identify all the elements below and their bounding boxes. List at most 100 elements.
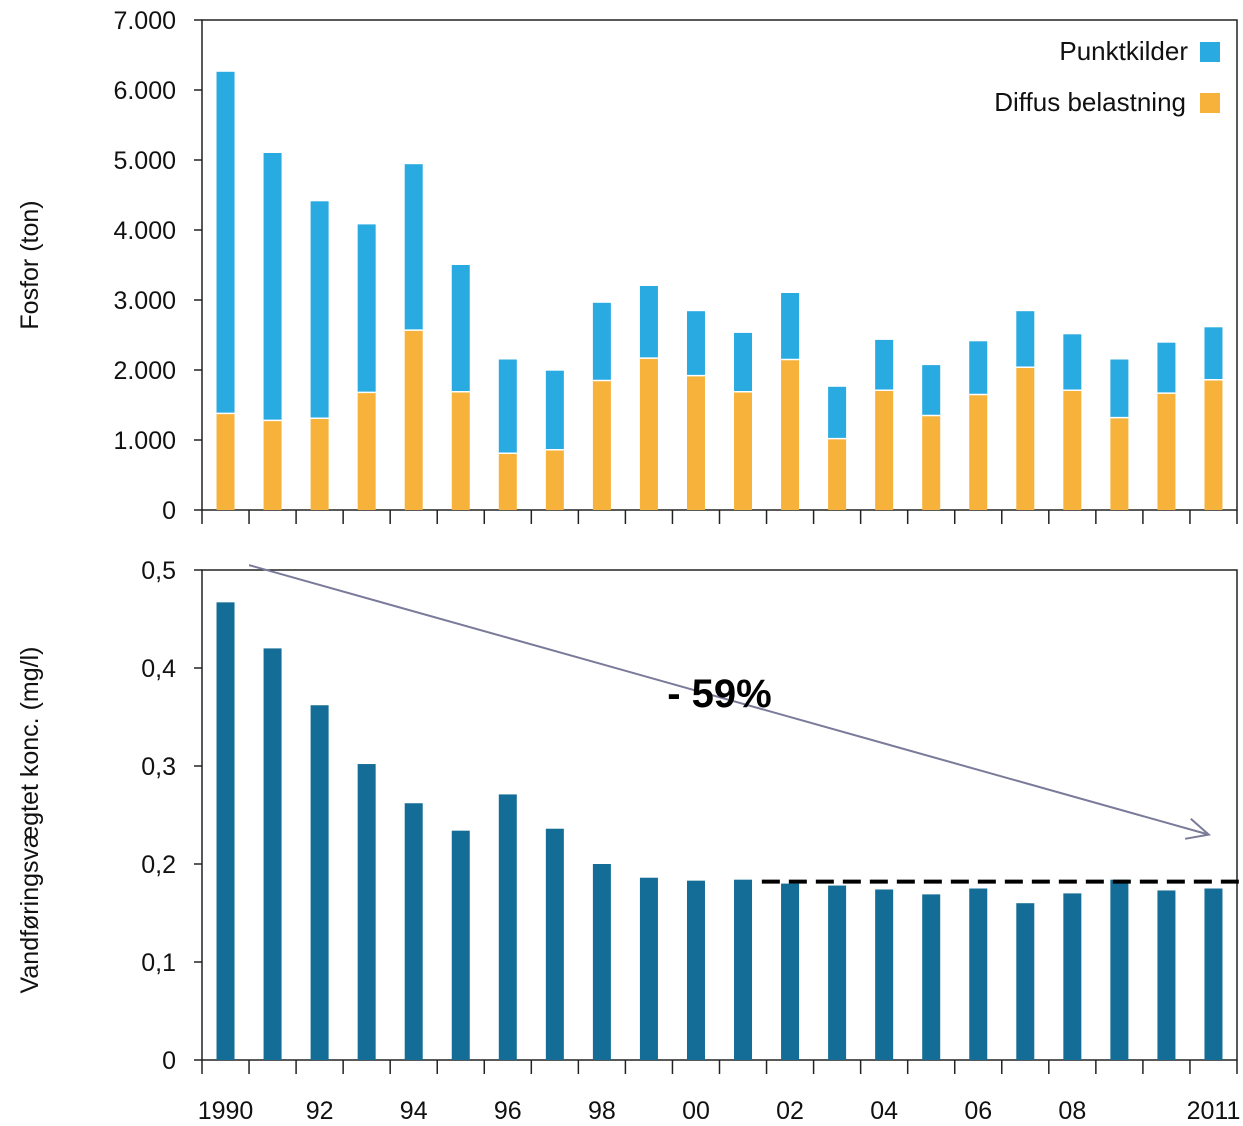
top-x-ticks xyxy=(201,510,1238,524)
bar-punktkilder xyxy=(1110,359,1129,418)
top-y-tick-label: 7.000 xyxy=(113,7,176,35)
bar-punktkilder xyxy=(686,311,705,376)
concentration-chart: 0 0,1 0,2 0,3 0,4 0,5 1990 92 94 96 98 00 02 04 06 08 2… xyxy=(16,557,1243,1125)
bar-concentration xyxy=(781,883,800,1060)
bar-concentration xyxy=(545,828,564,1060)
bar-diffus-belastning xyxy=(875,390,894,510)
bottom-y-tick-label: 0,3 xyxy=(141,753,176,781)
bar-punktkilder xyxy=(310,201,329,419)
trend-arrow xyxy=(248,564,1210,836)
bar-punktkilder xyxy=(263,153,282,421)
top-y-tick-label: 5.000 xyxy=(113,147,176,175)
bar-diffus-belastning xyxy=(1063,390,1082,510)
bottom-x-tick-label: 94 xyxy=(400,1097,428,1125)
legend-swatch-diffus-belastning xyxy=(1200,93,1220,113)
top-y-tick-label: 1.000 xyxy=(113,427,176,455)
top-bars xyxy=(216,71,1223,510)
bottom-x-tick-label: 02 xyxy=(776,1097,804,1125)
bar-concentration xyxy=(310,705,329,1060)
bar-concentration xyxy=(734,879,753,1060)
bar-diffus-belastning xyxy=(1204,379,1223,510)
bottom-x-tick-label: 96 xyxy=(494,1097,522,1125)
bar-concentration xyxy=(498,794,517,1060)
bar-diffus-belastning xyxy=(922,415,941,510)
top-y-tick-label: 0 xyxy=(162,497,176,525)
bar-punktkilder xyxy=(498,359,517,454)
phosphorus-load-chart: 0 1.000 2.000 3.000 4.000 5.000 6.000 7.000 Fos… xyxy=(16,7,1238,525)
top-y-tick-label: 4.000 xyxy=(113,217,176,245)
bar-concentration xyxy=(1063,893,1082,1060)
bar-concentration xyxy=(828,885,847,1060)
bottom-plot-frame xyxy=(201,569,1238,1061)
bar-diffus-belastning xyxy=(592,380,611,510)
reduction-label: - 59% xyxy=(667,672,772,716)
bottom-y-tick-label: 0 xyxy=(162,1047,176,1075)
bar-concentration xyxy=(263,648,282,1060)
bottom-y-tick-label: 0,2 xyxy=(141,851,176,879)
bar-concentration xyxy=(686,880,705,1060)
bottom-y-axis: 0 0,1 0,2 0,3 0,4 0,5 xyxy=(141,557,202,1075)
bar-punktkilder xyxy=(1157,342,1176,394)
bar-punktkilder xyxy=(1063,334,1082,391)
bar-punktkilder xyxy=(592,302,611,381)
bar-concentration xyxy=(451,830,470,1060)
bar-diffus-belastning xyxy=(1110,417,1129,510)
legend: Punktkilder Diffus belastning xyxy=(994,36,1220,117)
bottom-y-tick-label: 0,5 xyxy=(141,557,176,585)
bar-concentration xyxy=(639,877,658,1060)
bar-diffus-belastning xyxy=(451,391,470,510)
bottom-x-tick-label: 2011 xyxy=(1187,1097,1241,1125)
bar-diffus-belastning xyxy=(498,453,517,510)
bar-punktkilder xyxy=(781,293,800,360)
bottom-x-tick-label: 1990 xyxy=(198,1097,254,1125)
bar-punktkilder xyxy=(969,341,988,395)
bar-diffus-belastning xyxy=(357,392,376,510)
bar-punktkilder xyxy=(404,164,423,331)
bar-concentration xyxy=(922,894,941,1060)
bar-punktkilder xyxy=(216,71,235,414)
bar-diffus-belastning xyxy=(781,359,800,510)
top-y-tick-label: 3.000 xyxy=(113,287,176,315)
bar-diffus-belastning xyxy=(216,413,235,510)
top-y-tick-label: 6.000 xyxy=(113,77,176,105)
top-y-axis-title: Fosfor (ton) xyxy=(16,200,44,329)
bar-punktkilder xyxy=(1204,327,1223,380)
bar-diffus-belastning xyxy=(639,358,658,510)
bar-concentration xyxy=(1110,879,1129,1060)
bar-concentration xyxy=(592,864,611,1060)
bar-diffus-belastning xyxy=(263,420,282,510)
bar-punktkilder xyxy=(875,339,894,391)
top-y-axis: 0 1.000 2.000 3.000 4.000 5.000 6.000 7.000 xyxy=(113,7,202,525)
bar-concentration xyxy=(1157,890,1176,1060)
legend-swatch-punktkilder xyxy=(1200,42,1220,62)
bar-concentration xyxy=(216,602,235,1060)
bar-diffus-belastning xyxy=(734,391,753,510)
legend-label-punktkilder: Punktkilder xyxy=(1059,36,1188,66)
bottom-x-tick-label: 98 xyxy=(588,1097,616,1125)
bar-punktkilder xyxy=(1016,311,1035,368)
bottom-x-tick-label: 08 xyxy=(1058,1097,1086,1125)
bar-concentration xyxy=(1204,888,1223,1060)
bar-concentration xyxy=(969,888,988,1060)
bar-punktkilder xyxy=(828,386,847,439)
bar-diffus-belastning xyxy=(969,394,988,510)
bar-punktkilder xyxy=(639,286,658,359)
bar-concentration xyxy=(875,889,894,1060)
bottom-x-axis: 1990 92 94 96 98 00 02 04 06 08 2011 xyxy=(198,1060,1241,1125)
bar-diffus-belastning xyxy=(404,330,423,510)
bar-diffus-belastning xyxy=(1016,367,1035,510)
bar-concentration xyxy=(1016,903,1035,1060)
bar-punktkilder xyxy=(922,365,941,416)
bottom-x-tick-label: 92 xyxy=(306,1097,334,1125)
bar-diffus-belastning xyxy=(1157,393,1176,510)
bar-concentration xyxy=(357,764,376,1060)
bar-diffus-belastning xyxy=(828,438,847,510)
trend-arrow-head xyxy=(1184,817,1211,840)
bar-concentration xyxy=(404,803,423,1060)
bottom-x-tick-label: 06 xyxy=(964,1097,992,1125)
bar-diffus-belastning xyxy=(545,449,564,510)
bottom-y-tick-label: 0,1 xyxy=(141,949,176,977)
bottom-x-tick-label: 00 xyxy=(682,1097,710,1125)
annotations: - 59% xyxy=(248,564,1243,884)
